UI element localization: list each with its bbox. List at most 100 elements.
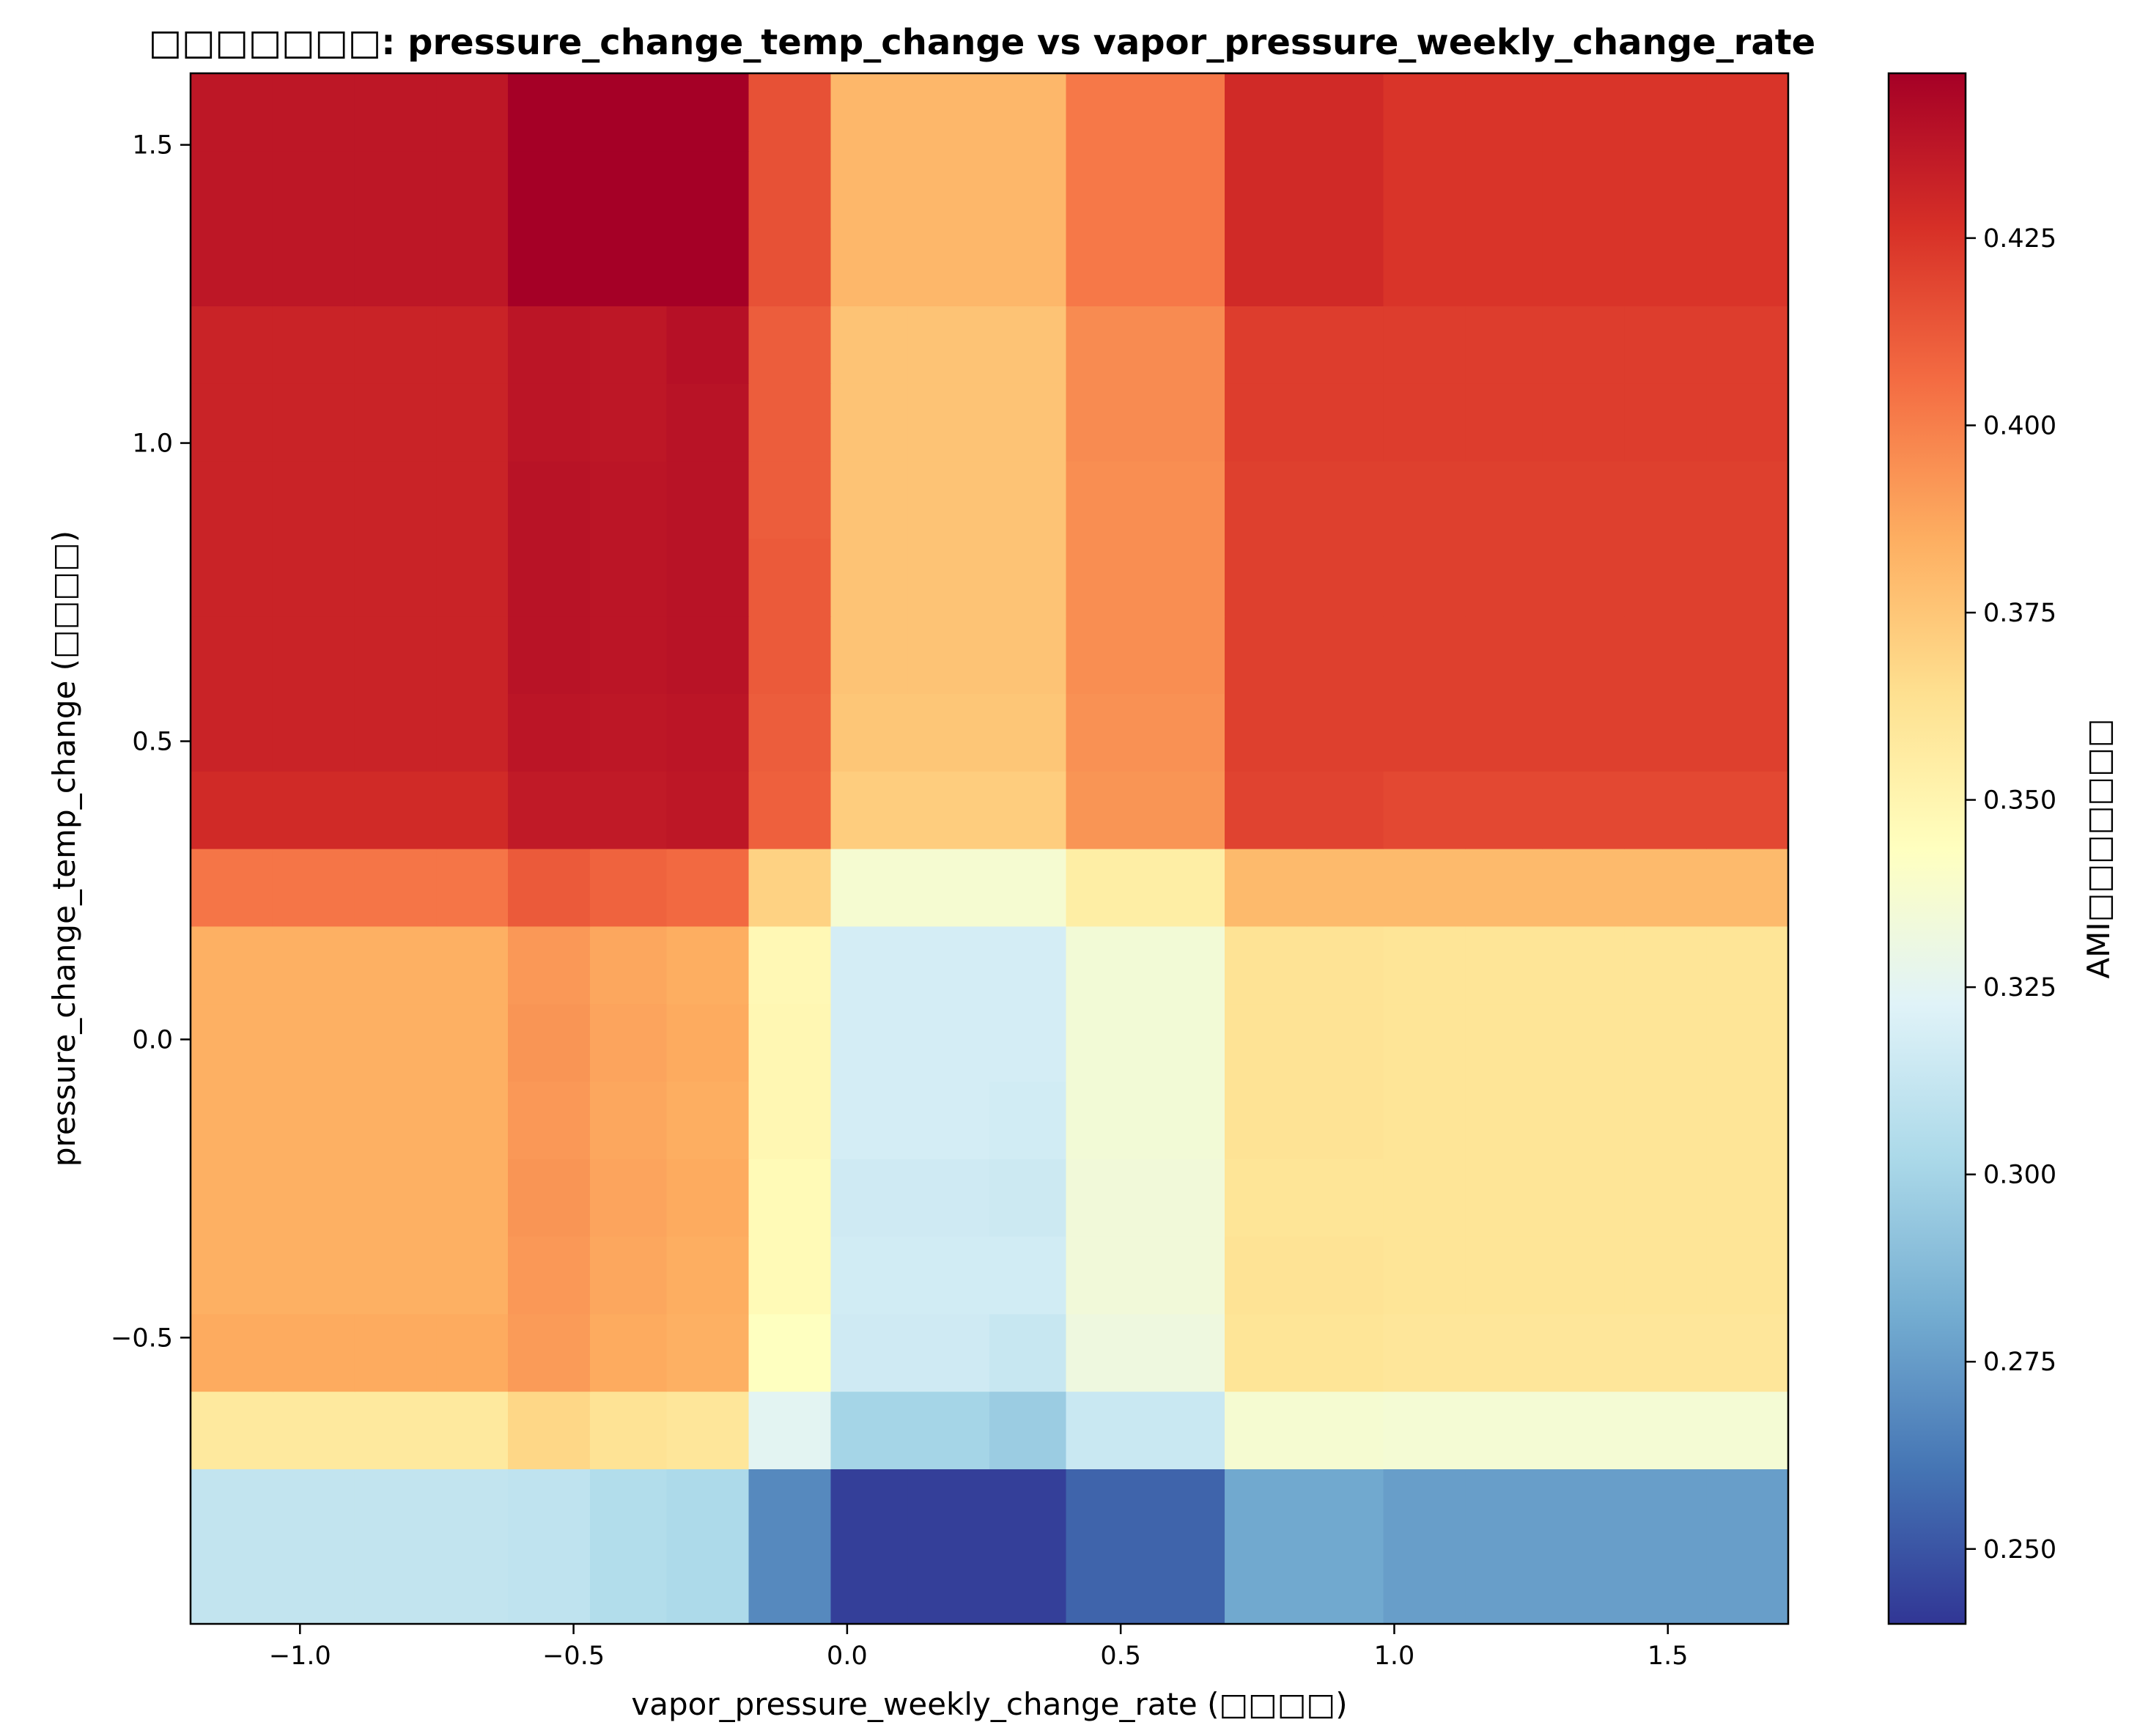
heatmap-cell xyxy=(1542,461,1625,539)
heatmap-cell xyxy=(907,150,990,229)
heatmap-cell xyxy=(989,1003,1067,1082)
heatmap-cell xyxy=(1225,616,1307,694)
heatmap-cell xyxy=(989,693,1067,772)
colorbar-ticks: 0.250 0.275 0.300 0.325 0.350 0.375 0.400 0.425 xyxy=(1966,224,2056,1565)
heatmap-cell xyxy=(1148,926,1225,1005)
heatmap-cell xyxy=(1706,1236,1789,1315)
heatmap-cell xyxy=(1383,1313,1466,1392)
heatmap-cell xyxy=(1706,461,1789,539)
heatmap-cell xyxy=(1225,538,1307,617)
y-tick-label: 1.0 xyxy=(132,429,173,459)
heatmap-cell xyxy=(666,228,750,306)
heatmap-cell xyxy=(508,926,591,1005)
heatmap-cell xyxy=(1465,1236,1543,1315)
heatmap-cell xyxy=(989,150,1067,229)
heatmap-cell xyxy=(830,616,908,694)
heatmap-cell xyxy=(1383,1003,1466,1082)
heatmap-cell xyxy=(1465,306,1543,384)
heatmap-cell xyxy=(1706,1081,1789,1159)
x-axis-label: vapor_pressure_weekly_change_rate (□□□□) xyxy=(631,1686,1347,1722)
heatmap-cell xyxy=(1624,1003,1707,1082)
heatmap-cell xyxy=(272,228,355,306)
heatmap-cell xyxy=(272,383,355,462)
heatmap-cell xyxy=(1148,849,1225,927)
heatmap-cell xyxy=(1148,306,1225,384)
heatmap-cell xyxy=(830,849,908,927)
heatmap-cell xyxy=(1542,926,1625,1005)
heatmap-cell xyxy=(1066,1003,1149,1082)
heatmap-cell xyxy=(1383,383,1466,462)
heatmap-cell xyxy=(1066,383,1149,462)
heatmap-cell xyxy=(272,150,355,229)
heatmap-cell xyxy=(748,538,832,617)
heatmap-cell xyxy=(989,383,1067,462)
heatmap-cell xyxy=(436,849,509,927)
heatmap-cell xyxy=(272,771,355,849)
heatmap-cell xyxy=(272,1003,355,1082)
heatmap-cell xyxy=(1706,228,1789,306)
heatmap-cell xyxy=(354,926,438,1005)
heatmap-cell xyxy=(1624,693,1707,772)
heatmap-cell xyxy=(1542,228,1625,306)
x-tick-label: 1.5 xyxy=(1648,1641,1689,1671)
heatmap-cell xyxy=(1383,1159,1466,1237)
heatmap-cell xyxy=(1542,1313,1625,1392)
heatmap-cell xyxy=(1066,693,1149,772)
heatmap-cell xyxy=(436,1081,509,1159)
heatmap-cell xyxy=(1383,693,1466,772)
heatmap-cell xyxy=(1066,461,1149,539)
heatmap-cell xyxy=(1148,461,1225,539)
y-tick-label: −0.5 xyxy=(111,1323,173,1353)
heatmap-cell xyxy=(830,383,908,462)
heatmap-cell xyxy=(1148,1391,1225,1469)
heatmap-cell xyxy=(1148,1313,1225,1392)
heatmap-cell xyxy=(748,150,832,229)
heatmap-cell xyxy=(508,1313,591,1392)
heatmap-cell xyxy=(354,1469,438,1625)
heatmap-cell xyxy=(191,616,273,694)
heatmap-cell xyxy=(1225,383,1307,462)
heatmap-cell xyxy=(907,771,990,849)
heatmap-cell xyxy=(830,228,908,306)
heatmap-cell xyxy=(1706,849,1789,927)
heatmap-cell xyxy=(272,1391,355,1469)
heatmap-cell xyxy=(590,1313,668,1392)
heatmap-cells xyxy=(191,73,1789,1625)
heatmap-cell xyxy=(989,1236,1067,1315)
heatmap-cell xyxy=(1148,73,1225,152)
heatmap-cell xyxy=(666,1236,750,1315)
heatmap-cell xyxy=(191,538,273,617)
heatmap-cell xyxy=(1465,1081,1543,1159)
x-tick-label: −1.0 xyxy=(269,1641,331,1671)
heatmap-cell xyxy=(1307,383,1384,462)
heatmap-cell xyxy=(508,771,591,849)
colorbar-tick-label: 0.375 xyxy=(1983,599,2056,628)
heatmap-cell xyxy=(1542,1081,1625,1159)
heatmap-cell xyxy=(1542,771,1625,849)
heatmap-cell xyxy=(1066,306,1149,384)
heatmap-cell xyxy=(989,1159,1067,1237)
heatmap-cell xyxy=(354,73,438,152)
heatmap-cell xyxy=(748,306,832,384)
heatmap-cell xyxy=(1383,1469,1466,1625)
heatmap-cell xyxy=(1706,306,1789,384)
heatmap-cell xyxy=(989,1081,1067,1159)
heatmap-cell xyxy=(1542,1469,1625,1625)
heatmap-cell xyxy=(666,616,750,694)
heatmap-cell xyxy=(590,306,668,384)
heatmap-cell xyxy=(1624,849,1707,927)
heatmap-cell xyxy=(1706,73,1789,152)
heatmap-cell xyxy=(590,771,668,849)
heatmap-cell xyxy=(666,1003,750,1082)
heatmap-cell xyxy=(748,849,832,927)
heatmap-cell xyxy=(1706,616,1789,694)
heatmap-cell xyxy=(907,538,990,617)
heatmap-cell xyxy=(1706,926,1789,1005)
heatmap-cell xyxy=(508,306,591,384)
heatmap-cell xyxy=(1465,849,1543,927)
colorbar-label: AMI□□□□□□□ xyxy=(2081,718,2117,978)
heatmap-cell xyxy=(436,1469,509,1625)
heatmap-cell xyxy=(590,693,668,772)
heatmap-cell xyxy=(1706,1313,1789,1392)
heatmap-cell xyxy=(272,616,355,694)
